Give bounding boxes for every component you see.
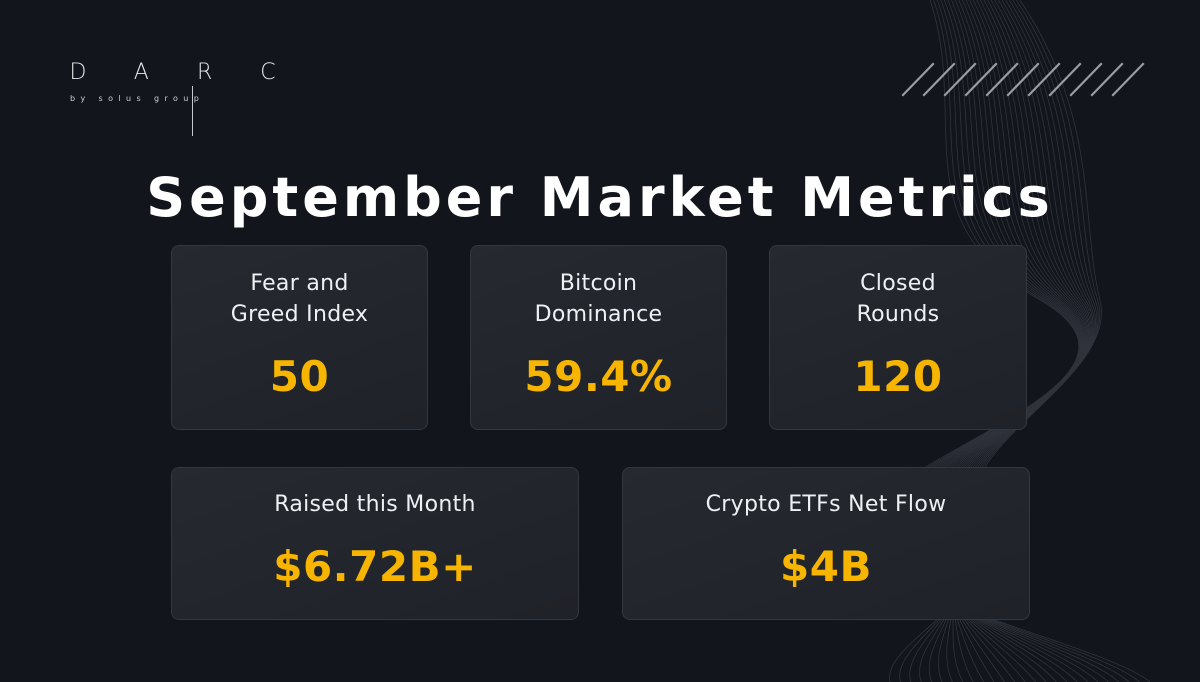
stripe-line bbox=[901, 62, 935, 97]
stripe-line bbox=[964, 62, 998, 97]
logo-letter-d: D bbox=[69, 60, 87, 85]
metric-value: 120 bbox=[853, 352, 943, 401]
logo-letter-c: C bbox=[260, 60, 276, 85]
logo-letter-a: A bbox=[133, 60, 149, 85]
metric-label: Raised this Month bbox=[274, 492, 476, 517]
stripe-line bbox=[1090, 62, 1124, 97]
metric-label: Closed Rounds bbox=[770, 268, 1026, 330]
metric-card-closed-rounds: Closed Rounds 120 bbox=[769, 245, 1027, 430]
metric-value: 50 bbox=[269, 352, 330, 401]
metric-card-raised-this-month: Raised this Month $6.72B+ bbox=[171, 467, 579, 620]
metric-label: Fear and Greed Index bbox=[172, 268, 427, 330]
metric-value: 59.4% bbox=[524, 352, 673, 401]
logo-wordmark: D A R C bbox=[68, 60, 278, 85]
metric-card-bitcoin-dominance: Bitcoin Dominance 59.4% bbox=[470, 245, 727, 430]
metric-card-fear-greed: Fear and Greed Index 50 bbox=[171, 245, 428, 430]
metric-label-line: Closed bbox=[860, 271, 936, 296]
stripe-line bbox=[1006, 62, 1040, 97]
stripe-line bbox=[1048, 62, 1082, 97]
metric-value: $6.72B+ bbox=[273, 542, 477, 591]
darc-logo: D A R C by solus group bbox=[68, 60, 278, 140]
stripe-line bbox=[1027, 62, 1061, 97]
metric-label: Crypto ETFs Net Flow bbox=[705, 492, 947, 517]
metric-label: Bitcoin Dominance bbox=[471, 268, 726, 330]
metric-value: $4B bbox=[780, 542, 872, 591]
logo-divider bbox=[192, 86, 193, 136]
metric-label-line: Greed Index bbox=[230, 302, 369, 327]
logo-tagline: by solus group bbox=[70, 94, 205, 103]
page-title: September Market Metrics bbox=[146, 166, 1054, 229]
metric-label-line: Bitcoin bbox=[559, 271, 638, 296]
stripe-line bbox=[943, 62, 977, 97]
stripe-line bbox=[1069, 62, 1103, 97]
stripe-line bbox=[1111, 62, 1145, 97]
stripe-line bbox=[985, 62, 1019, 97]
logo-letter-r: R bbox=[197, 60, 213, 85]
metric-label-line: Rounds bbox=[856, 302, 940, 327]
metric-label-line: Dominance bbox=[534, 302, 663, 327]
stripe-line bbox=[922, 62, 956, 97]
metric-card-crypto-etf-net-flow: Crypto ETFs Net Flow $4B bbox=[622, 467, 1030, 620]
metric-label-line: Fear and bbox=[250, 271, 349, 296]
